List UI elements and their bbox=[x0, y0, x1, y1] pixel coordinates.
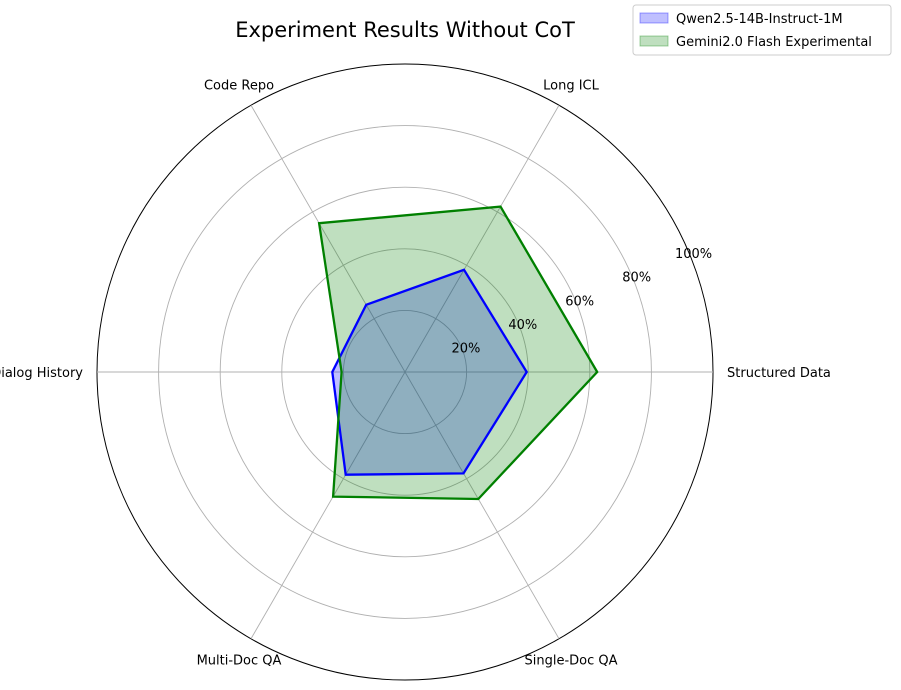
radial-tick-label: 20% bbox=[451, 341, 480, 356]
legend-label-gemini: Gemini2.0 Flash Experimental bbox=[676, 35, 872, 50]
radial-tick-label: 60% bbox=[565, 294, 594, 309]
series-line-qwen bbox=[331, 268, 529, 476]
radial-tick-label: 100% bbox=[675, 247, 712, 262]
axis-label: Structured Data bbox=[727, 366, 831, 381]
legend-label-qwen: Qwen2.5-14B-Instruct-1M bbox=[676, 12, 843, 27]
radar-grid bbox=[96, 63, 714, 681]
legend-swatch-gemini bbox=[639, 35, 669, 47]
grid-spoke bbox=[404, 371, 560, 639]
grid-spoke bbox=[250, 371, 406, 639]
axis-labels: Structured Data Long ICL Code Repo Long Dia… bbox=[0, 78, 831, 668]
series-layer bbox=[317, 205, 599, 501]
legend-box bbox=[632, 4, 892, 56]
radial-tick-label: 40% bbox=[508, 318, 537, 333]
grid-spoke bbox=[250, 105, 406, 373]
axis-label: Code Repo bbox=[204, 78, 274, 93]
legend: Qwen2.5-14B-Instruct-1M Gemini2.0 Flash … bbox=[632, 4, 892, 56]
axis-label: Single-Doc QA bbox=[524, 654, 617, 669]
legend-swatch-qwen bbox=[639, 12, 669, 24]
axis-label: Multi-Doc QA bbox=[197, 654, 282, 669]
axis-label: Long ICL bbox=[543, 78, 600, 93]
series-area-gemini bbox=[319, 206, 598, 499]
series-area-qwen bbox=[332, 269, 527, 475]
chart-title: Experiment Results Without CoT bbox=[235, 18, 575, 42]
radial-tick-label: 80% bbox=[622, 271, 651, 286]
series-line-gemini bbox=[317, 205, 599, 501]
grid-spoke bbox=[404, 105, 560, 373]
radial-tick-labels: 20% 40% 60% 80% 100% bbox=[451, 247, 712, 356]
axis-label: Long Dialog History bbox=[0, 366, 83, 381]
